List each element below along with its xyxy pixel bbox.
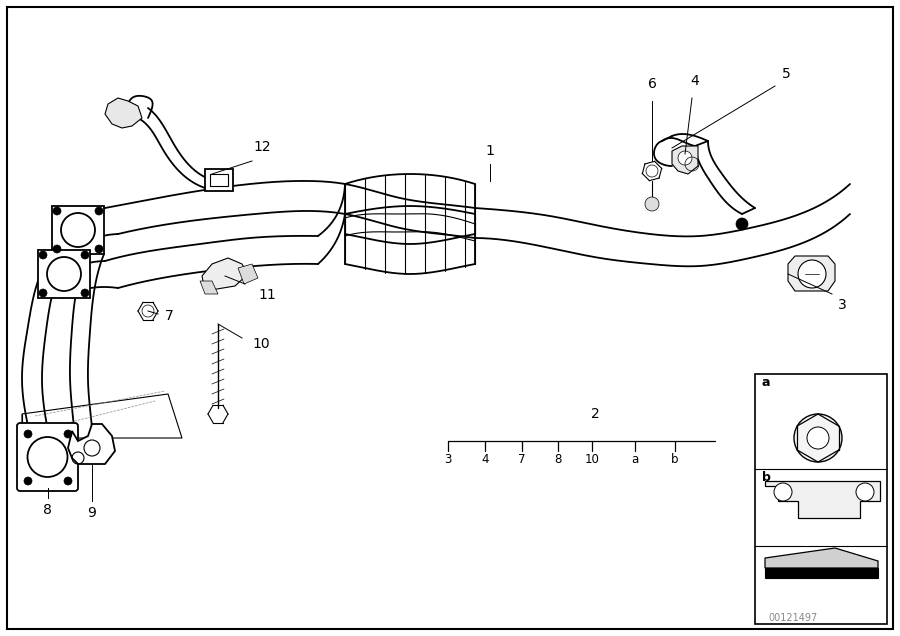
Text: 5: 5	[782, 67, 791, 81]
Text: 3: 3	[838, 298, 847, 312]
Polygon shape	[200, 281, 218, 294]
Polygon shape	[765, 481, 880, 518]
Circle shape	[64, 430, 72, 438]
FancyBboxPatch shape	[38, 250, 90, 298]
Text: 7: 7	[518, 453, 526, 466]
Polygon shape	[68, 424, 115, 464]
Text: a: a	[762, 376, 770, 389]
Polygon shape	[788, 256, 835, 291]
Bar	[210, 174, 228, 186]
Circle shape	[24, 430, 32, 438]
Circle shape	[64, 477, 72, 485]
Text: a: a	[632, 453, 639, 466]
Text: 6: 6	[648, 77, 656, 91]
Polygon shape	[202, 258, 248, 291]
Circle shape	[95, 245, 103, 253]
Circle shape	[142, 305, 154, 317]
Circle shape	[53, 207, 61, 215]
Circle shape	[856, 483, 874, 501]
Text: 1: 1	[486, 144, 494, 158]
Text: 11: 11	[258, 288, 275, 302]
Circle shape	[53, 245, 61, 253]
Text: 4: 4	[690, 74, 699, 88]
Text: 12: 12	[253, 140, 271, 154]
Circle shape	[39, 289, 47, 297]
Bar	[755, 374, 887, 624]
Text: 9: 9	[87, 506, 96, 520]
Polygon shape	[765, 548, 878, 568]
Text: 10: 10	[585, 453, 599, 466]
Circle shape	[798, 260, 826, 288]
Text: 7: 7	[165, 309, 174, 323]
Circle shape	[24, 477, 32, 485]
Text: 00121497: 00121497	[768, 613, 817, 623]
Polygon shape	[765, 568, 878, 578]
FancyBboxPatch shape	[52, 206, 104, 254]
Circle shape	[736, 218, 748, 230]
Text: b: b	[762, 471, 771, 484]
Text: 4: 4	[482, 453, 489, 466]
Text: 2: 2	[590, 407, 599, 421]
Circle shape	[807, 427, 829, 449]
Text: b: b	[671, 453, 679, 466]
Bar	[205, 169, 233, 191]
Text: 3: 3	[445, 453, 452, 466]
Circle shape	[39, 251, 47, 259]
Circle shape	[794, 414, 842, 462]
Circle shape	[678, 151, 692, 165]
Circle shape	[646, 165, 658, 177]
Polygon shape	[672, 146, 698, 174]
Circle shape	[81, 251, 89, 259]
Circle shape	[81, 289, 89, 297]
Text: 10: 10	[252, 337, 270, 351]
Text: 8: 8	[554, 453, 562, 466]
Polygon shape	[238, 264, 258, 284]
Circle shape	[95, 207, 103, 215]
Circle shape	[774, 483, 792, 501]
Polygon shape	[105, 98, 142, 128]
Circle shape	[645, 197, 659, 211]
FancyBboxPatch shape	[17, 423, 78, 491]
Text: 8: 8	[43, 503, 52, 517]
